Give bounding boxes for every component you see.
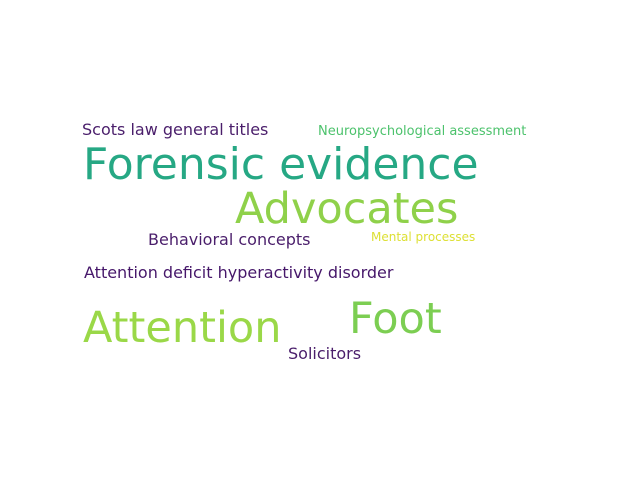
cloud-word: Behavioral concepts bbox=[148, 230, 311, 249]
cloud-word: Foot bbox=[349, 294, 442, 344]
cloud-word: Advocates bbox=[235, 184, 459, 234]
cloud-word: Forensic evidence bbox=[83, 139, 479, 190]
cloud-word: Mental processes bbox=[371, 230, 476, 244]
cloud-word: Attention bbox=[83, 303, 282, 353]
cloud-word: Scots law general titles bbox=[82, 120, 269, 139]
cloud-word: Attention deficit hyperactivity disorder bbox=[84, 263, 394, 282]
cloud-word: Solicitors bbox=[288, 344, 362, 363]
cloud-word: Neuropsychological assessment bbox=[318, 124, 527, 139]
